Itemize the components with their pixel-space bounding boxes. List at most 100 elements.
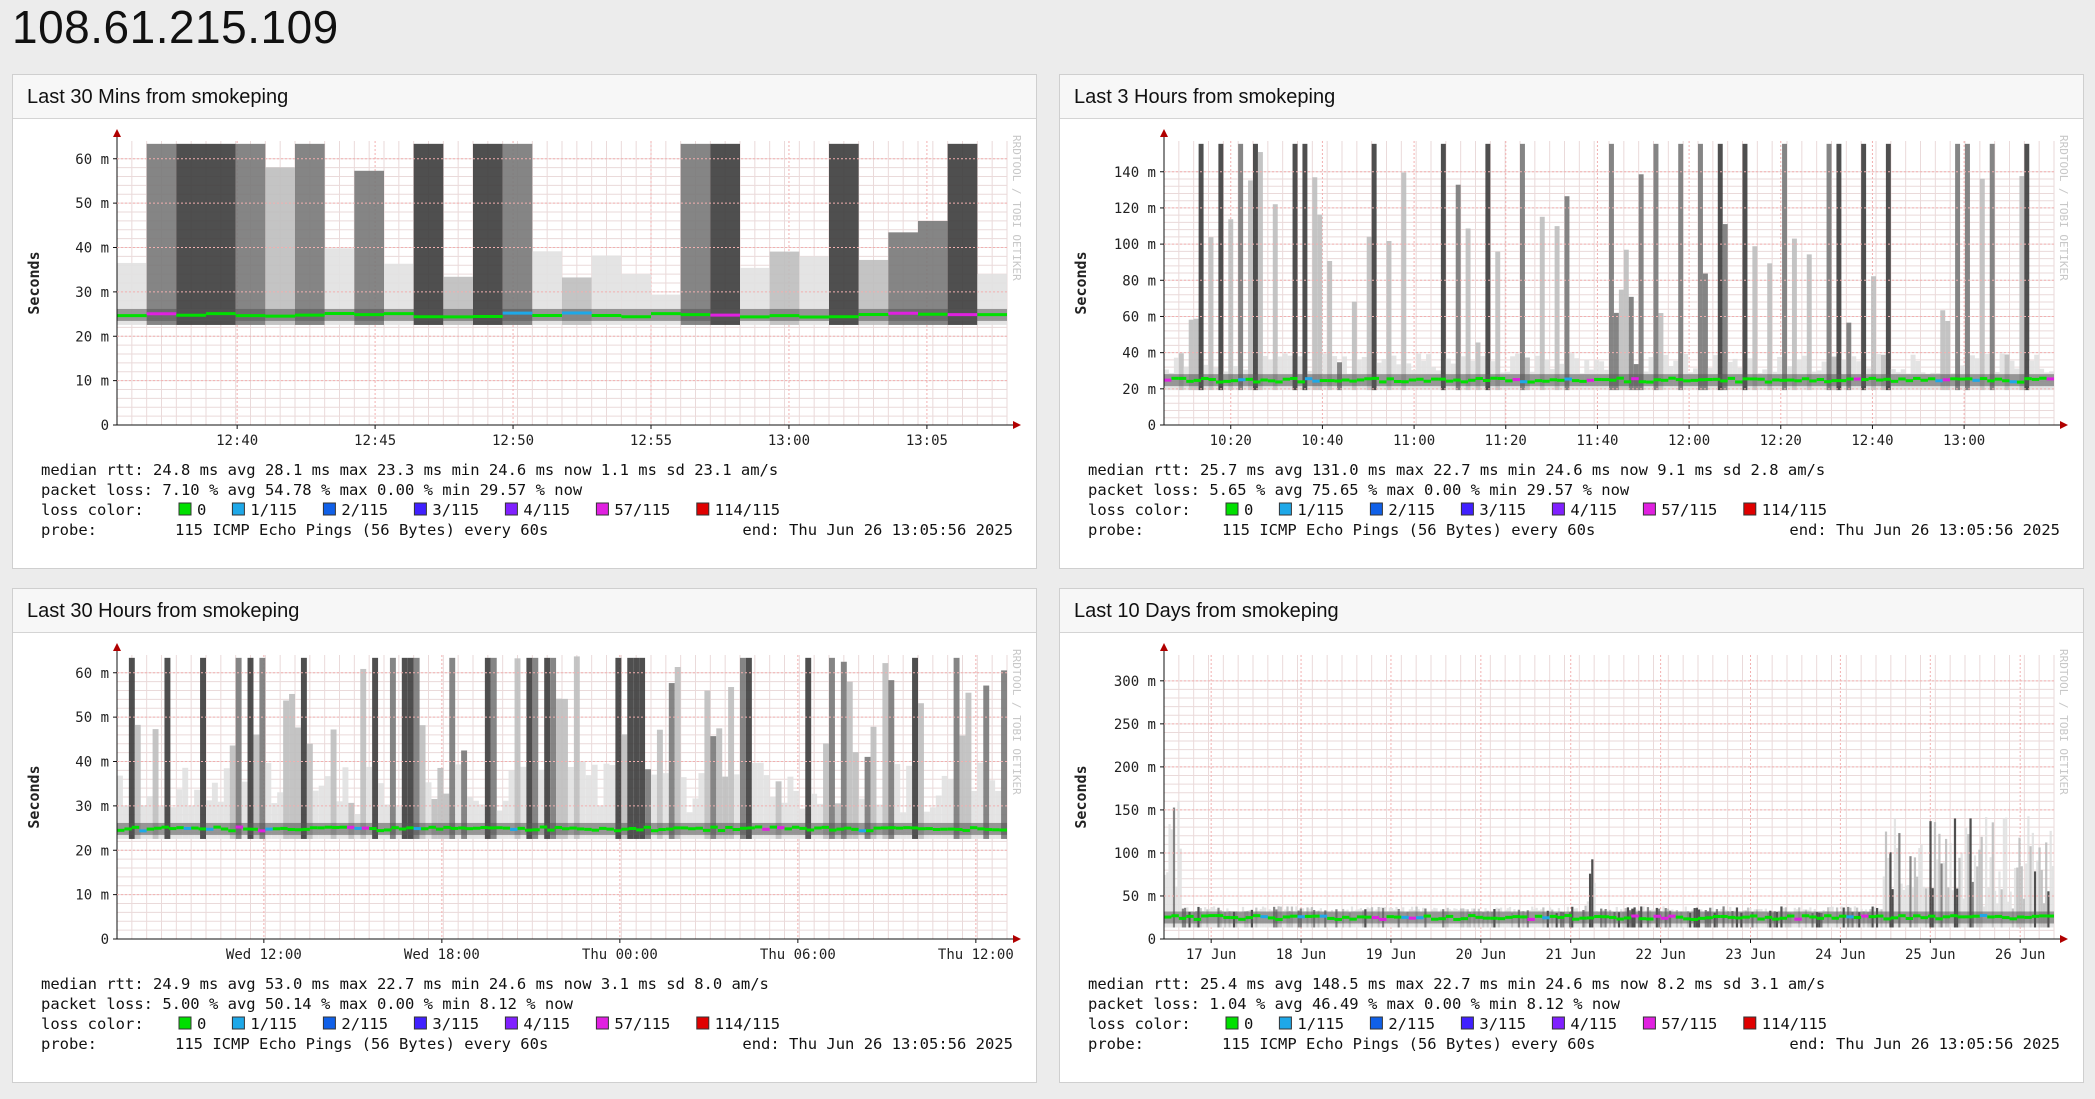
x-tick-label: 25 Jun	[1905, 947, 1956, 963]
loss-color-swatch	[1642, 502, 1656, 516]
loss-color-legend-label: 0	[1244, 1015, 1253, 1033]
packet-loss-stats: packet loss: 1.04 % avg 46.49 % max 0.00…	[1088, 995, 1621, 1013]
x-axis-arrow	[2060, 421, 2068, 429]
loss-color-swatch	[595, 502, 609, 516]
end-time-text: end: Thu Jun 26 13:05:56 2025	[1789, 521, 2060, 539]
loss-color-label: loss color:	[1088, 1015, 1191, 1033]
median-rtt-stats: median rtt: 24.8 ms avg 28.1 ms max 23.3…	[41, 461, 778, 479]
loss-color-swatch	[1278, 1016, 1292, 1030]
y-axis-label: Seconds	[25, 251, 43, 314]
panel-title: Last 3 Hours from smokeping	[1060, 75, 2083, 119]
x-tick-label: 12:55	[630, 433, 672, 449]
y-tick-label: 300 m	[1114, 674, 1156, 690]
loss-color-swatch	[413, 502, 427, 516]
probe-label: probe:	[41, 1035, 97, 1053]
loss-color-legend-label: 57/115	[1661, 501, 1717, 519]
panel-10-days: Last 10 Days from smokeping 0 50 m 100 m 15…	[1059, 588, 2084, 1083]
y-axis-label: Seconds	[25, 765, 43, 828]
loss-color-swatch	[1225, 502, 1239, 516]
x-tick-label: 13:00	[1943, 433, 1985, 449]
probe-label: probe:	[41, 521, 97, 539]
y-tick-label: 50 m	[75, 196, 109, 212]
panel-title: Last 10 Days from smokeping	[1060, 589, 2083, 633]
x-tick-label: 19 Jun	[1366, 947, 1417, 963]
graph-svg: 0 10 m 20 m 30 m 40 m 50 m 60 m 12:40 12:45 12:50…	[25, 129, 1023, 539]
loss-color-legend-label: 3/115	[432, 501, 479, 519]
loss-color-swatch	[231, 502, 245, 516]
loss-color-swatch	[1225, 1016, 1239, 1030]
loss-color-swatch	[413, 1016, 427, 1030]
watermark: RRDTOOL / TOBI OETIKER	[1010, 135, 1023, 281]
x-tick-label: 12:20	[1760, 433, 1802, 449]
median-rtt-stats: median rtt: 24.9 ms avg 53.0 ms max 22.7…	[41, 975, 769, 993]
watermark: RRDTOOL / TOBI OETIKER	[2057, 649, 2070, 795]
graph-svg: 0 50 m 100 m 150 m 200 m 250 m 300 m 17 Jun 18 J…	[1072, 643, 2070, 1053]
loss-color-legend-label: 0	[197, 501, 206, 519]
loss-color-legend-label: 114/115	[715, 1015, 780, 1033]
panel-30-hours: Last 30 Hours from smokeping 0 10 m 20 m 30…	[12, 588, 1037, 1083]
y-tick-label: 100 m	[1114, 237, 1156, 253]
y-axis-label: Seconds	[1072, 765, 1090, 828]
packet-loss-stats: packet loss: 5.00 % avg 50.14 % max 0.00…	[41, 995, 574, 1013]
loss-color-legend-label: 1/115	[1297, 501, 1344, 519]
smoke-layer	[117, 143, 1007, 325]
packet-loss-stats: packet loss: 7.10 % avg 54.78 % max 0.00…	[41, 481, 583, 499]
median-line	[117, 311, 1007, 319]
loss-color-swatch	[1551, 502, 1565, 516]
y-tick-label: 30 m	[75, 799, 109, 815]
x-tick-label: 18 Jun	[1276, 947, 1327, 963]
probe-label: probe:	[1088, 1035, 1144, 1053]
loss-color-legend-label: 1/115	[250, 501, 297, 519]
probe-text: 115 ICMP Echo Pings (56 Bytes) every 60s	[175, 1035, 548, 1053]
loss-color-legend-label: 1/115	[250, 1015, 297, 1033]
smoke-layer	[117, 656, 1007, 839]
panel-title: Last 30 Mins from smokeping	[13, 75, 1036, 119]
loss-color-swatch	[322, 1016, 336, 1030]
loss-color-legend-label: 4/115	[1570, 1015, 1617, 1033]
y-tick-label: 140 m	[1114, 165, 1156, 181]
y-tick-label: 0	[1148, 932, 1156, 948]
y-tick-label: 10 m	[75, 888, 109, 904]
x-tick-label: 21 Jun	[1545, 947, 1596, 963]
loss-color-swatch	[595, 1016, 609, 1030]
loss-color-swatch	[1743, 502, 1757, 516]
x-tick-label: 12:45	[354, 433, 396, 449]
loss-color-swatch	[1460, 1016, 1474, 1030]
y-tick-label: 30 m	[75, 285, 109, 301]
y-tick-label: 20 m	[1122, 382, 1156, 398]
x-tick-label: 11:00	[1393, 433, 1435, 449]
graph-svg: 0 20 m 40 m 60 m 80 m 100 m 120 m 140 m 10:20 10:…	[1072, 129, 2070, 539]
loss-color-legend-label: 114/115	[1762, 501, 1827, 519]
y-tick-label: 100 m	[1114, 846, 1156, 862]
smokeping-graph: 0 50 m 100 m 150 m 200 m 250 m 300 m 17 Jun 18 J…	[1060, 633, 2083, 1082]
y-tick-label: 0	[1148, 418, 1156, 434]
x-tick-label: Thu 06:00	[760, 947, 836, 963]
x-axis-arrow	[1013, 421, 1021, 429]
loss-color-label: loss color:	[41, 501, 144, 519]
x-tick-label: 13:05	[906, 433, 948, 449]
loss-color-legend-label: 57/115	[614, 1015, 670, 1033]
y-tick-label: 20 m	[75, 329, 109, 345]
x-tick-label: 12:00	[1668, 433, 1710, 449]
probe-text: 115 ICMP Echo Pings (56 Bytes) every 60s	[1222, 521, 1595, 539]
loss-color-legend-label: 3/115	[1479, 501, 1526, 519]
loss-color-swatch	[696, 1016, 710, 1030]
x-tick-label: 26 Jun	[1995, 947, 2046, 963]
x-tick-label: 17 Jun	[1186, 947, 1237, 963]
end-time-text: end: Thu Jun 26 13:05:56 2025	[742, 1035, 1013, 1053]
x-tick-label: 10:20	[1210, 433, 1252, 449]
smokeping-graph: 0 10 m 20 m 30 m 40 m 50 m 60 m Wed 12:00 Wed 18…	[13, 633, 1036, 1082]
loss-color-swatch	[1278, 502, 1292, 516]
median-rtt-stats: median rtt: 25.4 ms avg 148.5 ms max 22.…	[1088, 975, 1825, 993]
loss-color-legend-label: 57/115	[1661, 1015, 1717, 1033]
y-tick-label: 80 m	[1122, 273, 1156, 289]
x-tick-label: 22 Jun	[1635, 947, 1686, 963]
y-tick-label: 60 m	[75, 666, 109, 682]
y-tick-label: 40 m	[75, 755, 109, 771]
loss-color-legend-label: 3/115	[1479, 1015, 1526, 1033]
x-tick-label: 12:50	[492, 433, 534, 449]
x-tick-label: 20 Jun	[1456, 947, 1507, 963]
loss-color-legend-label: 4/115	[1570, 501, 1617, 519]
end-time-text: end: Thu Jun 26 13:05:56 2025	[742, 521, 1013, 539]
loss-color-legend-label: 2/115	[1388, 1015, 1435, 1033]
